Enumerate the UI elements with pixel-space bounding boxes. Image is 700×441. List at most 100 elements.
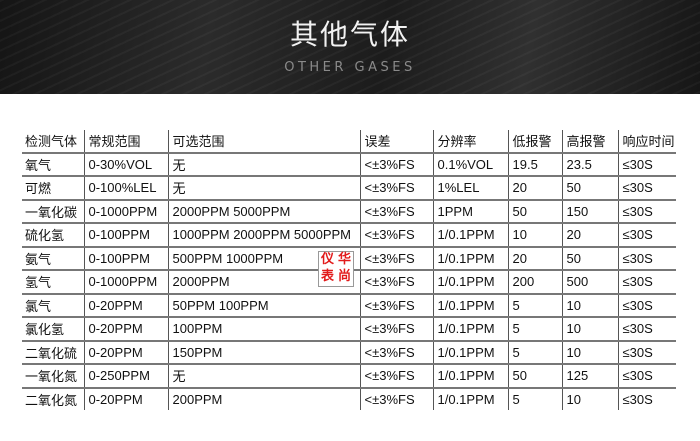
table-cell: 1/0.1PPM bbox=[432, 364, 508, 388]
table-cell: <±3%FS bbox=[359, 293, 433, 317]
table-cell: 0-1000PPM bbox=[83, 270, 168, 294]
table-row: 一氧化碳 0-1000PPM 2000PPM 5000PPM <±3%FS 1PPM 50… bbox=[22, 199, 676, 223]
table-cell: <±3%FS bbox=[359, 176, 433, 200]
table-row: 可燃 0-100%LEL 无 <±3%FS 1%LEL 20 50 ≤30S bbox=[22, 176, 676, 200]
stamp-char: 华 bbox=[337, 252, 351, 267]
table-cell: <±3%FS bbox=[359, 364, 433, 388]
table-cell: 0-20PPM bbox=[83, 387, 168, 410]
table-cell: <±3%FS bbox=[359, 246, 433, 270]
header-banner: 其他气体 OTHER GASES bbox=[0, 0, 700, 94]
table-cell: 一氧化碳 bbox=[25, 204, 78, 220]
table-cell: 1/0.1PPM bbox=[432, 317, 508, 341]
table-cell: 氯气 bbox=[25, 298, 52, 314]
table-cell: 5 bbox=[507, 317, 562, 341]
table-cell: <±3%FS bbox=[359, 270, 433, 294]
table-cell: 2000PPM bbox=[167, 270, 360, 294]
table-cell: 23.5 bbox=[561, 152, 618, 176]
column-header: 低报警 bbox=[507, 130, 562, 153]
table-cell: ≤30S bbox=[617, 293, 676, 317]
table-cell: 1/0.1PPM bbox=[432, 387, 508, 410]
table-cell: 1/0.1PPM bbox=[432, 246, 508, 270]
table-cell: <±3%FS bbox=[359, 387, 433, 410]
table-cell: <±3%FS bbox=[359, 199, 433, 223]
stamp-char: 表 bbox=[320, 269, 334, 284]
column-header: 可选范围 bbox=[167, 130, 360, 153]
table-cell: 20 bbox=[561, 223, 618, 247]
table-cell: 无 bbox=[167, 152, 360, 176]
table-cell: 二氧化氮 bbox=[25, 392, 78, 408]
table-cell: 0-1000PPM bbox=[83, 199, 168, 223]
table-cell: ≤30S bbox=[617, 152, 676, 176]
table-cell: <±3%FS bbox=[359, 317, 433, 341]
column-header: 高报警 bbox=[561, 130, 618, 153]
table-body: 氧气 0-30%VOL 无 <±3%FS 0.1%VOL 19.5 23.5 ≤30S 可燃 0-… bbox=[22, 152, 676, 410]
table-cell: 50 bbox=[507, 199, 562, 223]
column-header: 分辨率 bbox=[432, 130, 508, 153]
table-cell: 无 bbox=[167, 364, 360, 388]
table-cell: 200PPM bbox=[167, 387, 360, 410]
table-cell: ≤30S bbox=[617, 223, 676, 247]
table-cell: <±3%FS bbox=[359, 340, 433, 364]
table-cell: 10 bbox=[507, 223, 562, 247]
table-cell: <±3%FS bbox=[359, 223, 433, 247]
table-row: 氯气 0-20PPM 50PPM 100PPM <±3%FS 1/0.1PPM 5 10 ≤3… bbox=[22, 293, 676, 317]
column-header: 常规范围 bbox=[83, 130, 168, 153]
table-row: 一氧化氮 0-250PPM 无 <±3%FS 1/0.1PPM 50 125 ≤30S bbox=[22, 364, 676, 388]
table-cell: 氧气 bbox=[25, 157, 52, 173]
table-cell: 0.1%VOL bbox=[432, 152, 508, 176]
table-cell: 50 bbox=[507, 364, 562, 388]
table-cell: 125 bbox=[561, 364, 618, 388]
table-cell: 2000PPM 5000PPM bbox=[167, 199, 360, 223]
table-cell: 500PPM 1000PPM bbox=[167, 246, 360, 270]
table-cell: <±3%FS bbox=[359, 152, 433, 176]
table-cell: 氯化氢 bbox=[25, 322, 65, 338]
table-cell: 20 bbox=[507, 246, 562, 270]
stamp-char: 尚 bbox=[337, 269, 351, 284]
table-cell: 1/0.1PPM bbox=[432, 223, 508, 247]
table-cell: 氨气 bbox=[25, 251, 52, 267]
table-cell: ≤30S bbox=[617, 317, 676, 341]
watermark-stamp: 仪 华 表 尚 bbox=[318, 251, 354, 287]
table-cell: ≤30S bbox=[617, 270, 676, 294]
stamp-char: 仪 bbox=[320, 252, 334, 267]
table-row: 氯化氢 0-20PPM 100PPM <±3%FS 1/0.1PPM 5 10 ≤30S bbox=[22, 317, 676, 341]
table-cell: 5 bbox=[507, 340, 562, 364]
table-cell: 19.5 bbox=[507, 152, 562, 176]
table-cell: 0-20PPM bbox=[83, 340, 168, 364]
table-cell: 1/0.1PPM bbox=[432, 270, 508, 294]
table-cell: 150PPM bbox=[167, 340, 360, 364]
table-cell: ≤30S bbox=[617, 199, 676, 223]
table-cell: 硫化氢 bbox=[25, 228, 65, 244]
table-cell: 0-250PPM bbox=[83, 364, 168, 388]
table-cell: 10 bbox=[561, 387, 618, 410]
table-cell: ≤30S bbox=[617, 364, 676, 388]
table-cell: 1/0.1PPM bbox=[432, 340, 508, 364]
table-row: 二氧化氮 0-20PPM 200PPM <±3%FS 1/0.1PPM 5 10 ≤30S bbox=[22, 387, 676, 410]
table-cell: 0-30%VOL bbox=[83, 152, 168, 176]
table-cell: 0-100PPM bbox=[83, 223, 168, 247]
table-cell: 0-100PPM bbox=[83, 246, 168, 270]
table-row: 硫化氢 0-100PPM 1000PPM 2000PPM 5000PPM <±3%FS… bbox=[22, 223, 676, 247]
table-cell: 1PPM bbox=[432, 199, 508, 223]
table-cell: 50 bbox=[561, 246, 618, 270]
table-cell: ≤30S bbox=[617, 340, 676, 364]
table-row: 氧气 0-30%VOL 无 <±3%FS 0.1%VOL 19.5 23.5 ≤30S bbox=[22, 152, 676, 176]
table-cell: 可燃 bbox=[25, 181, 52, 197]
column-header: 误差 bbox=[359, 130, 433, 153]
table-cell: 200 bbox=[507, 270, 562, 294]
table-cell: 150 bbox=[561, 199, 618, 223]
column-header: 检测气体 bbox=[25, 134, 78, 150]
table-cell: ≤30S bbox=[617, 176, 676, 200]
table-cell: 10 bbox=[561, 293, 618, 317]
table-cell: 20 bbox=[507, 176, 562, 200]
table-cell: 1/0.1PPM bbox=[432, 293, 508, 317]
column-header: 响应时间 bbox=[617, 130, 676, 153]
table-cell: 1000PPM 2000PPM 5000PPM bbox=[167, 223, 360, 247]
page-title: 其他气体 bbox=[289, 18, 410, 51]
table-cell: 无 bbox=[167, 176, 360, 200]
table-cell: 1%LEL bbox=[432, 176, 508, 200]
table-cell: 二氧化硫 bbox=[25, 345, 78, 361]
table-cell: 50 bbox=[561, 176, 618, 200]
table-cell: 一氧化氮 bbox=[25, 369, 78, 385]
table-cell: 氢气 bbox=[25, 275, 52, 291]
